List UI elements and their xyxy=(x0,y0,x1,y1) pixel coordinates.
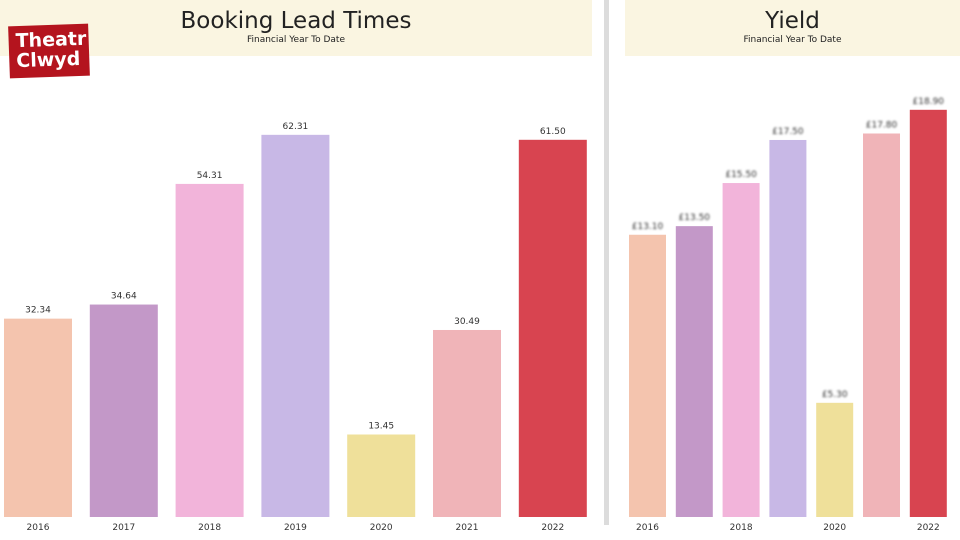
bar-2018 xyxy=(175,183,244,517)
data-label: £15.50 xyxy=(725,170,757,180)
bar-2021 xyxy=(433,329,501,517)
booking-lead-times-header: Booking Lead Times Financial Year To Dat… xyxy=(0,0,592,56)
panel-divider xyxy=(604,0,609,525)
data-label: £17.80 xyxy=(866,120,898,130)
bar-2019 xyxy=(261,134,330,517)
booking-lead-times-subtitle: Financial Year To Date xyxy=(246,35,346,45)
yield-header: Yield Financial Year To Date xyxy=(625,0,960,56)
booking-lead-times-chart: 32.34 2016 34.64 2017 54.31 2018 62.31 2019 13.4… xyxy=(4,122,587,533)
bar-item-5 xyxy=(863,133,900,517)
bar-2016 xyxy=(629,234,666,517)
data-label: 34.64 xyxy=(111,292,137,302)
bar-2022 xyxy=(909,109,947,518)
data-label: 54.31 xyxy=(197,171,223,181)
yield-title: Yield xyxy=(765,8,820,34)
data-label: £13.50 xyxy=(679,213,711,223)
bar-2016 xyxy=(4,318,72,517)
data-label: 32.34 xyxy=(25,306,51,316)
x-tick-label: 2020 xyxy=(823,523,846,533)
x-tick-label: 2017 xyxy=(112,523,135,533)
bar-2020 xyxy=(347,434,416,517)
booking-lead-times-title: Booking Lead Times xyxy=(180,8,412,34)
x-tick-label: 2021 xyxy=(456,523,479,533)
x-tick-label: 2018 xyxy=(198,523,221,533)
bar-item-1 xyxy=(675,226,713,518)
data-label: 62.31 xyxy=(283,122,309,132)
x-tick-label: 2016 xyxy=(27,523,50,533)
data-label: £13.10 xyxy=(632,222,664,232)
x-tick-label: 2019 xyxy=(284,523,307,533)
yield-subtitle: Financial Year To Date xyxy=(743,35,842,45)
x-tick-label: 2022 xyxy=(917,523,940,533)
x-tick-label: 2018 xyxy=(730,523,753,533)
data-label: £5.30 xyxy=(822,390,848,400)
x-tick-label: 2020 xyxy=(370,523,393,533)
bar-2020 xyxy=(816,402,854,517)
bar-item-3 xyxy=(769,139,807,518)
x-tick-label: 2022 xyxy=(541,523,564,533)
x-tick-label: 2016 xyxy=(636,523,659,533)
data-label: 13.45 xyxy=(368,422,394,432)
data-label: 61.50 xyxy=(540,127,566,137)
data-label: 30.49 xyxy=(454,317,480,327)
bar-2018 xyxy=(722,183,760,517)
bar-2017 xyxy=(89,304,158,517)
data-label: £18.90 xyxy=(913,97,945,107)
data-label: £17.50 xyxy=(772,127,804,137)
bar-2022 xyxy=(518,139,587,518)
